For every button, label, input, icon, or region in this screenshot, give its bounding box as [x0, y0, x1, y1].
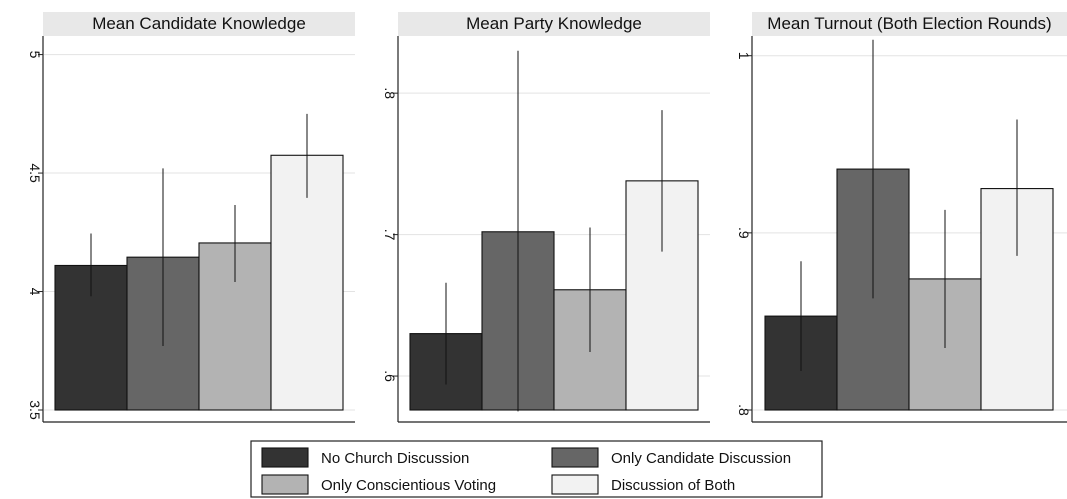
legend-label: Discussion of Both — [611, 477, 735, 494]
panel-title: Mean Party Knowledge — [466, 14, 642, 33]
legend-swatch — [261, 447, 309, 468]
panel-title: Mean Turnout (Both Election Rounds) — [767, 14, 1051, 33]
legend-swatch — [551, 447, 599, 468]
y-tick-label: .8 — [382, 87, 398, 99]
legend-label: Only Candidate Discussion — [611, 450, 791, 467]
y-tick-label: .9 — [736, 227, 752, 239]
y-tick-label: .7 — [382, 229, 398, 241]
y-tick-label: 1 — [736, 52, 752, 60]
chart-panel: Mean Turnout (Both Election Rounds) .8 .9 1 — [736, 12, 1067, 423]
chart-legend: No Church Discussion Only Candidate Discu… — [250, 440, 823, 498]
legend-label: No Church Discussion — [321, 450, 469, 467]
y-tick-label: 5 — [27, 51, 43, 59]
chart-panel: Mean Candidate Knowledge 3.5 4 4.5 5 — [27, 12, 355, 423]
y-tick-label: .8 — [736, 404, 752, 416]
panel-title-strip — [398, 12, 710, 36]
y-tick-label: .6 — [382, 370, 398, 382]
panel-title-strip — [752, 12, 1067, 36]
y-tick-label: 4 — [27, 288, 43, 296]
y-tick-label: 3.5 — [27, 400, 43, 420]
legend-swatch — [261, 474, 309, 495]
chart-panel: Mean Party Knowledge .6 .7 .8 — [382, 12, 710, 423]
chart-panels: Mean Candidate Knowledge 3.5 4 4.5 5 Mean Par… — [27, 12, 1067, 423]
panel-title-strip — [43, 12, 355, 36]
y-tick-label: 4.5 — [27, 163, 43, 183]
legend-swatch — [551, 474, 599, 495]
legend-label: Only Conscientious Voting — [321, 477, 496, 494]
legend-box — [250, 440, 823, 498]
panel-title: Mean Candidate Knowledge — [92, 14, 306, 33]
